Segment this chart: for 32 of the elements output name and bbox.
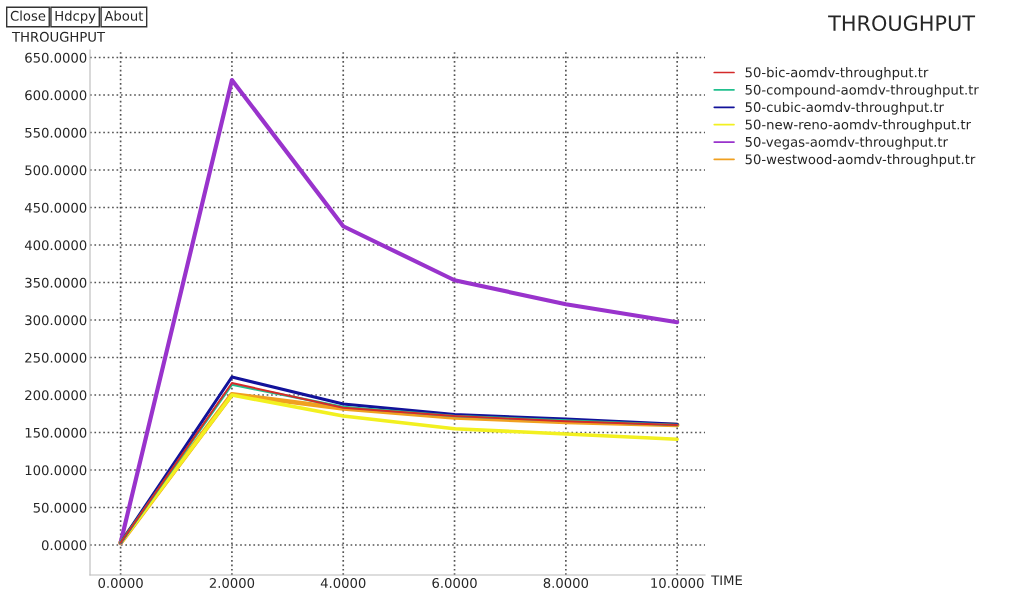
- y-tick-label: 200.0000: [25, 390, 87, 401]
- y-tick-label: 50.0000: [33, 502, 87, 513]
- x-tick-label: 8.0000: [543, 578, 589, 588]
- x-tick-label: 2.0000: [209, 578, 255, 588]
- y-tick-label: 550.0000: [25, 127, 87, 138]
- y-tick-label: 350.0000: [25, 277, 87, 288]
- x-tick-label: 0.0000: [98, 578, 143, 588]
- y-tick-label: 650.0000: [25, 52, 87, 63]
- legend-label: 50-westwood-aomdv-throughput.tr: [745, 154, 976, 167]
- y-tick-label: 300.0000: [25, 315, 87, 326]
- y-tick-label: 400.0000: [24, 240, 87, 251]
- y-axis-title: THROUGHPUT: [11, 31, 106, 42]
- legend-label: 50-new-reno-aomdv-throughput.tr: [745, 119, 971, 133]
- y-tick-label: 600.0000: [25, 90, 87, 101]
- text: THROUGHPUT: [828, 15, 976, 32]
- x-tick-label: 10.0000: [651, 578, 704, 588]
- y-tick-label: 150.0000: [25, 427, 87, 438]
- y-tick-label: 500.0000: [25, 165, 87, 176]
- y-tick-label: 450.0000: [24, 202, 87, 213]
- legend-label: 50-vegas-aomdv-throughput.tr: [745, 136, 948, 150]
- text: About: [104, 10, 144, 21]
- y-tick-label: 100.0000: [25, 465, 87, 476]
- legend-label: 50-compound-aomdv-throughput.tr: [745, 84, 979, 98]
- y-tick-label: 250.0000: [25, 352, 87, 363]
- x-axis-title: TIME: [711, 575, 742, 586]
- legend-label: 50-cubic-aomdv-throughput.tr: [745, 101, 944, 115]
- text: Hdcpy: [55, 10, 96, 24]
- text: Close: [10, 10, 46, 21]
- x-tick-label: 4.0000: [320, 578, 366, 588]
- x-tick-label: 6.0000: [432, 578, 477, 588]
- y-tick-label: 0.0000: [41, 540, 87, 551]
- legend-label: 50-bic-aomdv-throughput.tr: [745, 67, 929, 80]
